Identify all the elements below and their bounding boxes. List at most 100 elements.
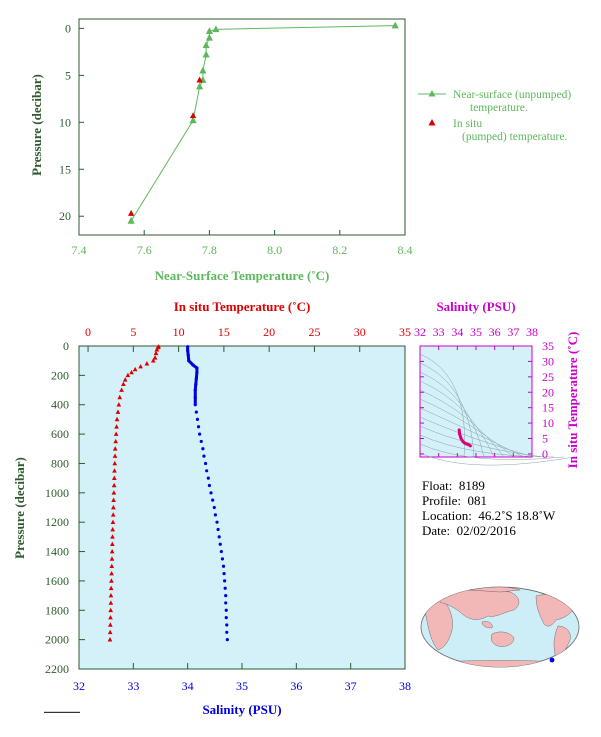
x-tick-label: 7.4 [72, 243, 87, 257]
temperature-point [122, 377, 128, 382]
temperature-point [154, 347, 160, 352]
salinity-point [187, 359, 191, 363]
unpumped-point [205, 33, 213, 41]
y-tick-label: 20 [59, 209, 71, 223]
pressure-tick-label: 1200 [45, 515, 69, 529]
legend-label-unpumped-line2: temperature. [470, 102, 528, 114]
profile-row: Profile: 081 [422, 493, 555, 508]
date-value: 02/02/2016 [456, 523, 516, 538]
salinity-point [216, 527, 220, 532]
ts-contour-line [419, 443, 565, 460]
float-label: Float: [422, 478, 453, 493]
ts-contour-line [419, 389, 505, 458]
salinity-point [223, 579, 227, 583]
profile-series [107, 344, 229, 642]
temperature-point [150, 358, 156, 363]
temperature-tick-label: 10 [173, 325, 185, 339]
salinity-point [194, 376, 198, 380]
salinity-point [186, 348, 190, 353]
temperature-point [116, 402, 122, 407]
unpumped-point [202, 50, 210, 58]
location-label: Location: [422, 508, 472, 523]
temperature-point [110, 526, 116, 532]
unpumped-point [202, 41, 210, 49]
unpumped-point [127, 216, 135, 224]
y-tick-label: 0 [65, 21, 71, 35]
temperature-point [107, 622, 113, 627]
ts-x-tick-label: 33 [433, 325, 445, 339]
ts-contour-line [419, 371, 485, 458]
legend-marker-unpumped [428, 90, 436, 97]
pressure-tick-label: 800 [51, 456, 69, 470]
unpumped-point [391, 21, 399, 29]
near-surface-plot-frame [78, 18, 406, 236]
pressure-tick-label: 1800 [45, 603, 69, 617]
unpumped-point [199, 66, 207, 74]
salinity-tick-label: 38 [399, 679, 411, 693]
temperature-point [117, 394, 123, 400]
float-info: Float: 8189 Profile: 081 Location: 46.2˚… [422, 478, 555, 538]
profile-label: Profile: [422, 493, 461, 508]
temperature-point [153, 350, 159, 356]
pressure-tick-label: 1600 [45, 574, 69, 588]
temperature-point [112, 453, 118, 458]
salinity-point [206, 476, 210, 480]
profile-value: 081 [467, 493, 488, 508]
unpumped-point [189, 116, 197, 124]
near-surface-x-ticks: 7.4 7.6 7.8 8.0 8.2 8.4 [72, 230, 413, 257]
ts-y-tick-label: 20 [542, 385, 554, 399]
legend-label-pumped-line2: (pumped) temperature. [462, 131, 567, 143]
ts-x-tick-label: 36 [489, 325, 501, 339]
ts-contour-line [419, 434, 555, 458]
salinity-tick-label: 35 [236, 679, 248, 693]
temperature-point [125, 372, 131, 378]
salinity-point [193, 395, 197, 399]
ts-x-tick-label: 37 [507, 325, 519, 339]
float-row: Float: 8189 [422, 478, 555, 493]
ts-y-tick-label: 15 [542, 401, 554, 415]
land-arctic [469, 587, 521, 593]
temperature-point [108, 592, 114, 598]
x-tick-label: 8.4 [398, 243, 413, 257]
temperature-point [109, 548, 115, 554]
salinity-point [224, 616, 228, 620]
salinity-point [224, 593, 228, 598]
salinity-tick-label: 32 [73, 679, 85, 693]
pressure-tick-label: 2200 [45, 662, 69, 676]
salinity-point [225, 638, 229, 642]
temperature-point [110, 512, 116, 517]
ts-x-tick-label: 32 [414, 325, 426, 339]
date-row: Date: 02/02/2016 [422, 523, 555, 538]
temperature-point [111, 475, 117, 480]
temperature-point [129, 369, 134, 375]
salinity-tick-label: 37 [345, 679, 357, 693]
unpumped-line [130, 25, 396, 222]
ts-series [457, 428, 472, 448]
ts-contour-line [419, 380, 495, 458]
salinity-point [213, 513, 217, 517]
temperature-point [109, 570, 114, 576]
temperature-point [109, 578, 114, 583]
unpumped-point [196, 82, 204, 90]
temperature-point [114, 416, 120, 422]
salinity-point [195, 370, 199, 375]
temperature-point [144, 361, 150, 366]
ts-contour-line [419, 398, 515, 458]
near-surface-y-ticks: 0 5 10 15 20 [59, 21, 84, 223]
temperature-tick-label: 20 [263, 325, 275, 339]
pumped-point [128, 209, 135, 216]
ts-contour-line [419, 416, 535, 458]
salinity-point [195, 417, 200, 422]
salinity-tick-label: 33 [127, 679, 139, 693]
y-tick-label: 15 [59, 162, 71, 176]
temperature-point [152, 355, 158, 360]
temperature-tick-label: 35 [399, 325, 411, 339]
temperature-point [112, 468, 117, 473]
temperature-point [112, 460, 118, 466]
y-tick-label: 10 [59, 115, 71, 129]
salinity-point [215, 520, 219, 524]
profile-pressure-ticks: 0 200 400 600 800 1000 1200 1400 1600 1800 2000 220… [45, 339, 85, 676]
